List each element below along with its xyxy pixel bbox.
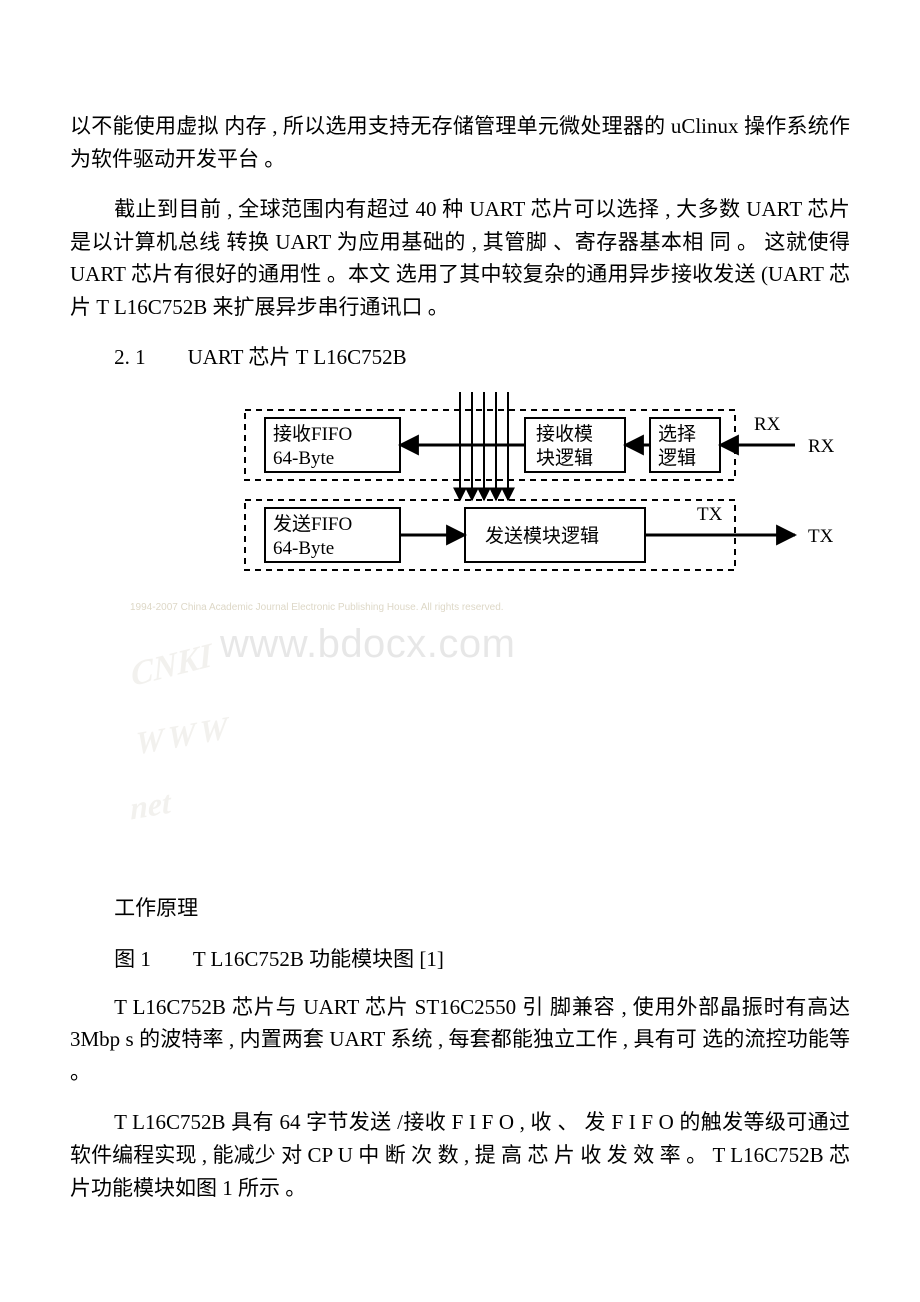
select-logic-label-2: 逻辑 [658, 447, 696, 469]
section-heading-2-1: 2. 1 UART 芯片 T L16C752B [70, 341, 850, 374]
rx-side-label: RX [808, 436, 835, 457]
watermark-small-line: 1994-2007 China Academic Journal Electro… [130, 602, 850, 613]
paragraph-uart-overview: 截止到目前 , 全球范围内有超过 40 种 UART 芯片可以选择 , 大多数 … [70, 193, 850, 323]
rx-fifo-label-2: 64-Byte [273, 448, 334, 469]
watermark-stamp-net: net [130, 783, 172, 827]
uart-block-diagram-svg: 接收FIFO 64-Byte 接收模 块逻辑 选择 逻辑 RX RX [210, 392, 850, 582]
paragraph-chip-compat: T L16C752B 芯片与 UART 芯片 ST16C2550 引 脚兼容 ,… [70, 991, 850, 1089]
figure-1-caption: 图 1 T L16C752B 功能模块图 [1] [70, 943, 850, 973]
paragraph-fifo-desc: T L16C752B 具有 64 字节发送 /接收 F I F O , 收 、 … [70, 1106, 850, 1204]
rx-fifo-label-1: 接收FIFO [273, 423, 352, 445]
figure-block-diagram: 接收FIFO 64-Byte 接收模 块逻辑 选择 逻辑 RX RX [210, 392, 850, 582]
tx-top-label: TX [697, 504, 723, 525]
select-logic-label-1: 选择 [658, 423, 696, 445]
watermark-url: www.bdocx.com [220, 622, 515, 667]
working-principle-label: 工作原理 [70, 892, 850, 922]
tx-side-label: TX [808, 526, 834, 547]
watermark-stamp-cnki: CNKI [130, 637, 213, 696]
paragraph-intro-continuation: 以不能使用虚拟 内存 , 所以选用支持无存储管理单元微处理器的 uClinux … [70, 110, 850, 175]
tx-fifo-label-2: 64-Byte [273, 538, 334, 559]
watermark-block: 1994-2007 China Academic Journal Electro… [130, 602, 850, 862]
rx-logic-label-1: 接收模 [536, 423, 593, 445]
rx-top-label: RX [754, 414, 781, 435]
watermark-stamp-www: WWW [135, 708, 232, 762]
rx-logic-label-2: 块逻辑 [536, 447, 593, 469]
tx-logic-label: 发送模块逻辑 [485, 525, 599, 547]
tx-fifo-label-1: 发送FIFO [273, 513, 352, 535]
